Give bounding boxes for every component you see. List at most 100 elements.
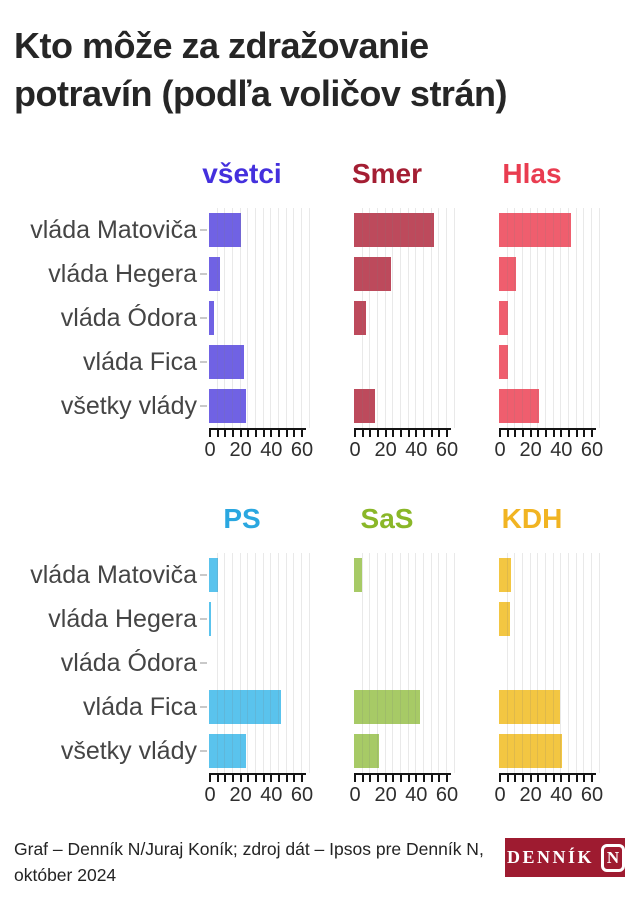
x-axis-tick (445, 773, 448, 782)
x-axis-label-60: 60 (290, 784, 314, 806)
grid-line (293, 208, 295, 428)
grid-line (506, 553, 508, 773)
y-axis-tick (200, 750, 207, 752)
x-axis-tick (384, 428, 387, 437)
x-axis-tick (270, 428, 273, 437)
x-axis-tick (262, 773, 265, 782)
grid-line (590, 208, 592, 428)
grid-line (254, 553, 256, 773)
x-axis-line (499, 428, 596, 430)
x-axis-tick (552, 773, 555, 782)
grid-line (514, 208, 516, 428)
grid-line (575, 208, 577, 428)
bar-smer-v-etky-vl-dy (354, 389, 376, 423)
grid-line (560, 208, 562, 428)
x-axis-label-0: 0 (349, 784, 361, 806)
x-axis-tick (354, 773, 356, 782)
x-axis-tick (499, 428, 501, 437)
grid-line (270, 208, 272, 428)
grid-line (224, 553, 226, 773)
grid-line (445, 208, 447, 428)
grid-line (262, 553, 264, 773)
grid-line (552, 208, 554, 428)
x-axis-tick (415, 428, 418, 437)
x-axis-label-20: 20 (229, 784, 252, 806)
grid-line (453, 208, 455, 428)
source-credit-line1: Graf – Denník N/Juraj Koník; zdroj dát –… (14, 839, 484, 859)
grid-line (376, 208, 378, 428)
grid-line (514, 553, 516, 773)
x-axis-label-40: 40 (405, 784, 428, 806)
y-axis-tick (200, 229, 207, 231)
x-axis-tick (247, 428, 250, 437)
grid-line (598, 208, 600, 428)
x-axis-tick (560, 428, 563, 437)
y-axis-tick (200, 574, 207, 576)
plot-smer (354, 208, 455, 428)
grid-line (376, 553, 378, 773)
bar-v-etci-vl-da-fica (209, 345, 245, 379)
x-axis-label-0: 0 (204, 784, 216, 806)
grid-line (254, 208, 256, 428)
x-axis-tick (430, 773, 433, 782)
grid-line (224, 208, 226, 428)
x-axis-tick (552, 428, 555, 437)
grid-line (521, 553, 523, 773)
source-credit-line2: október 2024 (14, 865, 117, 885)
category-label-vl-da-dora: vláda Ódora (60, 649, 197, 677)
x-axis-line (209, 773, 306, 775)
x-axis-tick (583, 773, 586, 782)
grid-line (361, 208, 363, 428)
x-axis-smer: 0 20 40 60 (349, 428, 458, 461)
x-axis-tick (231, 428, 234, 437)
grid-line (560, 553, 562, 773)
x-axis-tick (544, 773, 547, 782)
grid-line (407, 553, 409, 773)
dennik-n-logo-text: DENNÍK (507, 847, 595, 867)
x-axis-tick (262, 428, 265, 437)
x-axis-label-60: 60 (580, 784, 604, 806)
x-axis-tick (285, 773, 288, 782)
x-axis-tick (422, 428, 425, 437)
grid-line (231, 208, 233, 428)
x-axis-tick (438, 773, 441, 782)
x-axis-tick (247, 773, 250, 782)
x-axis-tick (537, 428, 540, 437)
chart-header-v-etci: všetci (202, 158, 282, 189)
x-axis-label-20: 20 (519, 784, 542, 806)
grid-line (583, 208, 585, 428)
grid-line (537, 553, 539, 773)
bar-hlas-vl-da-fica (499, 345, 509, 379)
y-axis-tick (200, 706, 207, 708)
x-axis-tick (575, 773, 578, 782)
x-axis-tick (544, 428, 547, 437)
x-axis-tick (560, 773, 563, 782)
x-axis-tick (583, 428, 586, 437)
grid-line (598, 553, 600, 773)
x-axis-tick (567, 773, 570, 782)
grid-line (262, 208, 264, 428)
grid-line (544, 553, 546, 773)
bar-sas-v-etky-vl-dy (354, 734, 379, 768)
y-axis-tick (200, 361, 207, 363)
x-axis-tick (537, 773, 540, 782)
x-axis-label-20: 20 (229, 439, 252, 461)
x-axis-label-60: 60 (290, 439, 314, 461)
bar-sas-vl-da-matovi-a (354, 558, 362, 592)
x-axis-tick (384, 773, 387, 782)
x-axis-tick (277, 773, 280, 782)
grid-line (415, 553, 417, 773)
x-axis-ps: 0 20 40 60 (204, 773, 314, 806)
x-axis-label-60: 60 (435, 784, 459, 806)
grid-line (537, 208, 539, 428)
x-axis-line (209, 428, 306, 430)
x-axis-kdh: 0 20 40 60 (494, 773, 604, 806)
bar-v-etci-vl-da-matovi-a (209, 213, 242, 247)
x-axis-tick (239, 428, 242, 437)
grid-line (575, 553, 577, 773)
bar-smer-vl-da-dora (354, 301, 367, 335)
bar-v-etci-vl-da-hegera (209, 257, 220, 291)
grid-line (300, 553, 302, 773)
x-axis-tick (529, 428, 532, 437)
x-axis-label-0: 0 (349, 439, 361, 461)
